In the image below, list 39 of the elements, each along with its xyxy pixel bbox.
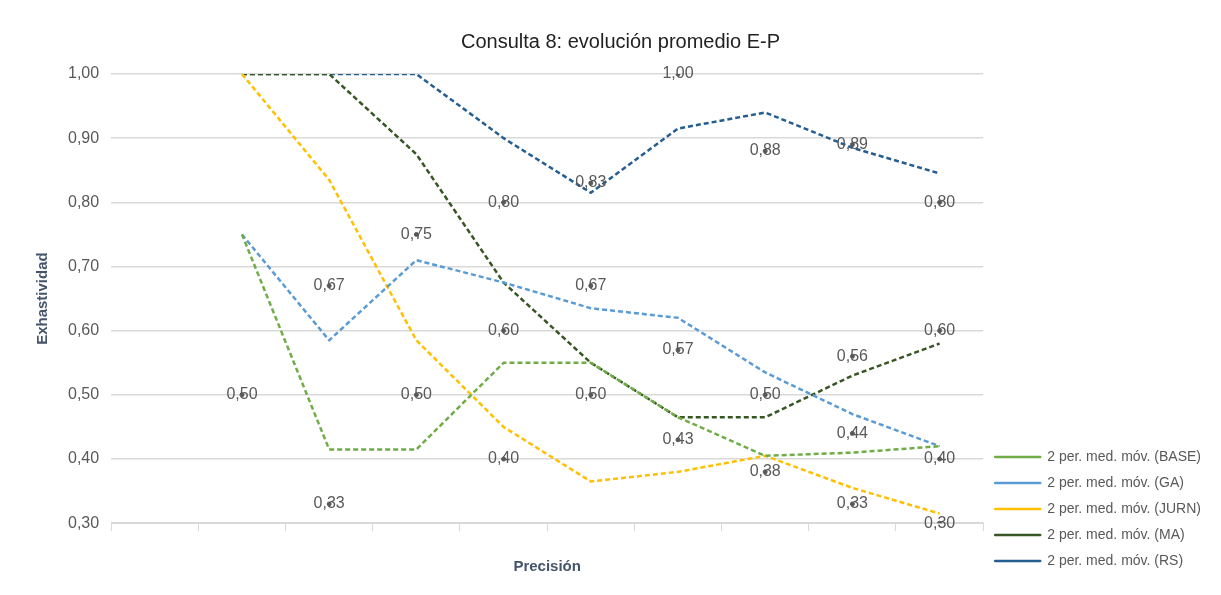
data-label: 0,88 xyxy=(749,141,781,159)
y-tick-label: 1,00 xyxy=(68,64,100,82)
data-label: 0,38 xyxy=(749,462,781,480)
y-tick-label: 0,80 xyxy=(68,192,100,210)
data-label: 0,80 xyxy=(924,192,956,210)
data-label: 0,57 xyxy=(662,340,694,358)
data-label: 0,83 xyxy=(575,173,607,191)
y-tick-label: 0,90 xyxy=(68,128,100,146)
y-tick-label: 0,60 xyxy=(68,321,100,339)
data-label: 0,50 xyxy=(749,385,781,403)
y-tick-label: 0,50 xyxy=(68,385,100,403)
data-label: 0,56 xyxy=(836,346,869,364)
y-axis-title: Exhastividad xyxy=(33,252,51,345)
data-label: 0,60 xyxy=(924,321,956,339)
data-label: 0,40 xyxy=(488,449,520,467)
legend-label: 2 per. med. móv. (JURN) xyxy=(1047,499,1201,516)
data-label: 0,43 xyxy=(662,430,694,448)
legend-label: 2 per. med. móv. (RS) xyxy=(1047,551,1184,568)
legend-label: 2 per. med. móv. (BASE) xyxy=(1047,447,1201,464)
data-label: 0,33 xyxy=(836,494,869,512)
x-axis-title: Precisión xyxy=(513,557,581,575)
data-label: 0,33 xyxy=(313,494,345,512)
data-label: 0,50 xyxy=(575,385,607,403)
y-tick-label: 0,30 xyxy=(68,513,100,531)
legend-label: 2 per. med. móv. (GA) xyxy=(1047,473,1184,490)
data-label: 0,67 xyxy=(575,276,607,294)
data-label: 0,80 xyxy=(488,192,520,210)
data-label: 1,00 xyxy=(662,64,694,82)
chart-title: Consulta 8: evolución promedio E-P xyxy=(460,29,781,52)
y-tick-label: 0,70 xyxy=(68,256,100,274)
legend-label: 2 per. med. móv. (MA) xyxy=(1047,525,1185,542)
y-tick-label: 0,40 xyxy=(68,449,100,467)
data-label: 0,75 xyxy=(400,224,433,242)
data-label: 0,44 xyxy=(836,423,869,441)
data-label: 0,50 xyxy=(400,385,433,403)
data-label: 0,50 xyxy=(226,385,258,403)
data-label: 0,60 xyxy=(488,321,520,339)
data-label: 0,30 xyxy=(924,513,956,531)
data-label: 0,67 xyxy=(313,276,345,294)
